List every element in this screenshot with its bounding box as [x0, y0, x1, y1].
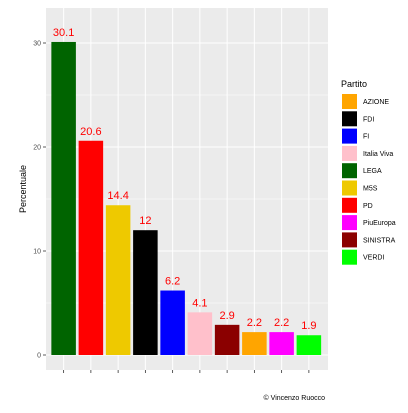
legend-key	[342, 111, 357, 127]
y-tick-label: 20	[33, 145, 41, 152]
legend-label: M5S	[363, 186, 378, 193]
legend-label: AZIONE	[363, 99, 389, 106]
legend-label: VERDI	[363, 255, 384, 262]
bar	[296, 335, 322, 355]
legend-label: Italia Viva	[363, 151, 393, 158]
legend-key	[342, 163, 357, 179]
data-label: 4.1	[192, 297, 207, 309]
legend-key	[342, 94, 357, 109]
bar	[78, 140, 104, 355]
bar	[105, 205, 131, 355]
bar	[133, 230, 158, 355]
data-labels: 30.1 20.6 14.4 12 6.2 4.1 2.9 2.2 2.2 1.9	[53, 27, 317, 332]
legend-label: LEGA	[363, 168, 382, 175]
y-axis-title: Percentuale	[18, 165, 28, 213]
bar	[269, 332, 294, 355]
data-label: 14.4	[107, 190, 128, 202]
legend-label: FDI	[363, 116, 374, 123]
legend-key	[342, 215, 357, 231]
data-label: 30.1	[53, 27, 74, 39]
bars	[51, 41, 322, 356]
chart-caption: © Vincenzo Ruocco	[264, 394, 326, 402]
data-label: 1.9	[301, 320, 316, 332]
bar	[242, 332, 267, 355]
bar	[51, 41, 76, 356]
data-label: 12	[139, 215, 151, 227]
legend-key	[342, 232, 357, 248]
legend-key	[342, 180, 357, 196]
legend: Partito AZIONE FDI FI Italia Viva LEGA M5S PD P…	[341, 79, 396, 265]
legend-label: FI	[363, 134, 369, 141]
data-label: 6.2	[165, 276, 180, 288]
bar	[187, 312, 213, 355]
y-tick-label: 0	[37, 353, 41, 360]
data-label: 20.6	[80, 126, 101, 138]
legend-key	[342, 128, 357, 144]
y-tick-label: 30	[33, 41, 41, 48]
data-label: 2.2	[247, 317, 262, 329]
bar	[160, 290, 185, 355]
data-label: 2.9	[219, 310, 234, 322]
legend-key	[342, 145, 357, 161]
bar	[214, 324, 240, 355]
legend-label: PD	[363, 203, 373, 210]
data-label: 2.2	[274, 317, 289, 329]
legend-title: Partito	[341, 79, 367, 89]
legend-label: PiuEuropa	[363, 220, 396, 227]
legend-key	[342, 197, 357, 213]
axes: 0 10 20 30	[33, 41, 310, 373]
legend-label: SINISTRA	[363, 237, 396, 244]
legend-key	[342, 249, 357, 265]
y-tick-label: 10	[33, 249, 41, 256]
